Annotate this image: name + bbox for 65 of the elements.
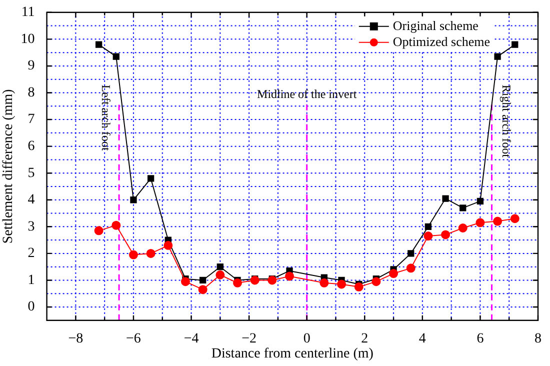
point	[476, 198, 484, 205]
point	[406, 264, 416, 273]
point	[147, 175, 154, 182]
x-axis-title: Distance from centerline (m)	[211, 346, 374, 362]
y-tick-label: 1	[28, 272, 35, 288]
point	[372, 277, 381, 286]
point	[112, 53, 120, 60]
point	[130, 196, 137, 204]
y-axis-title: Settlement difference (mm)	[1, 88, 16, 244]
ref-line-label: Midline of the invert	[257, 86, 358, 101]
x-tick-label: 0	[303, 331, 310, 346]
y-tick-label: 6	[28, 138, 35, 154]
y-tick-label: 4	[28, 192, 35, 208]
point	[233, 278, 242, 288]
x-tick-label: −6	[126, 331, 141, 346]
point	[424, 232, 433, 241]
point	[216, 270, 225, 280]
point	[128, 250, 138, 260]
point	[476, 218, 485, 228]
legend-label: Optimized scheme	[392, 34, 490, 49]
y-tick-label: 11	[21, 5, 35, 20]
point	[268, 276, 277, 285]
point	[320, 278, 329, 288]
point	[494, 53, 501, 60]
y-tick-label: 3	[28, 219, 35, 234]
y-tick-label: 10	[20, 32, 35, 47]
point	[441, 230, 450, 240]
point	[164, 240, 173, 250]
x-tick-label: 8	[534, 331, 542, 346]
point	[424, 223, 432, 230]
point	[216, 264, 224, 270]
point	[442, 195, 449, 202]
point	[493, 216, 502, 226]
point	[95, 41, 102, 48]
point	[94, 226, 104, 236]
point	[408, 250, 414, 257]
y-tick-label: 8	[28, 85, 35, 100]
y-tick-label: 0	[28, 300, 35, 315]
x-tick-label: 2	[361, 331, 368, 346]
point	[180, 277, 190, 286]
point	[198, 285, 208, 294]
point	[512, 41, 518, 48]
point	[200, 276, 206, 284]
x-tick-label: 4	[418, 331, 426, 346]
y-tick-label: 9	[28, 58, 35, 74]
x-tick-label: −4	[184, 331, 199, 346]
point	[510, 214, 520, 224]
y-tick-label: 5	[28, 166, 35, 181]
point	[250, 276, 260, 285]
x-tick-label: 6	[476, 331, 484, 346]
point	[146, 248, 156, 258]
point	[354, 282, 364, 292]
point	[285, 272, 294, 281]
legend-label: Original scheme	[392, 18, 479, 33]
y-tick-label: 7	[28, 112, 35, 128]
point	[458, 224, 468, 232]
ref-line-label: Right arch foot	[500, 84, 514, 158]
y-tick-label: 2	[28, 246, 35, 262]
point	[112, 220, 121, 230]
x-tick-label: −2	[242, 331, 257, 346]
ref-line-label: Left arch foot	[98, 84, 113, 152]
point	[460, 204, 466, 212]
point	[389, 269, 398, 278]
point	[337, 280, 346, 289]
x-tick-label: −8	[68, 331, 84, 346]
